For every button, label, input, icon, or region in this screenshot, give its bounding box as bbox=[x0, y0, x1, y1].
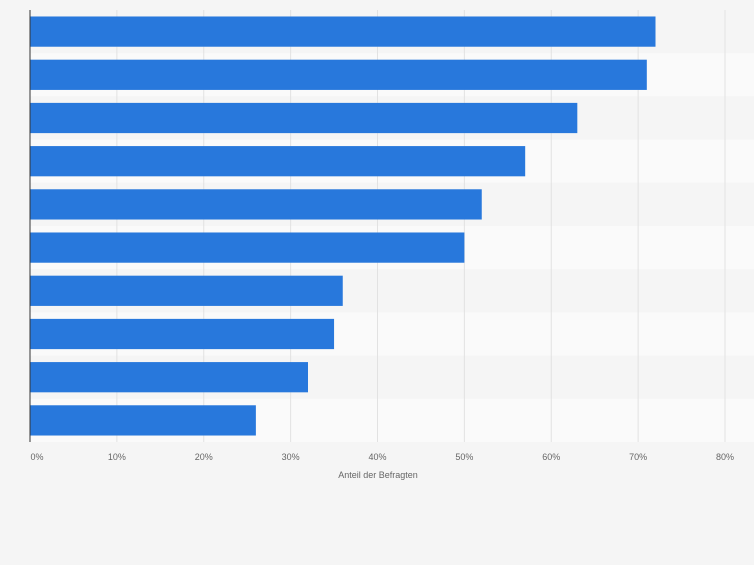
bars bbox=[30, 16, 656, 436]
x-tick-label: 20% bbox=[195, 452, 213, 462]
x-tick-label: 70% bbox=[629, 452, 647, 462]
x-axis-label: Anteil der Befragten bbox=[338, 470, 418, 480]
bar[interactable] bbox=[30, 189, 482, 220]
bar[interactable] bbox=[30, 275, 343, 306]
bar[interactable] bbox=[30, 59, 647, 90]
x-tick-label: 40% bbox=[368, 452, 386, 462]
bar[interactable] bbox=[30, 102, 578, 134]
bar[interactable] bbox=[30, 232, 465, 263]
x-tick-label: 50% bbox=[455, 452, 473, 462]
x-tick-labels: 0% 10% 20% 30% 40% 50% 60% 70% 80% bbox=[30, 452, 734, 462]
x-tick-label: 60% bbox=[542, 452, 560, 462]
bar[interactable] bbox=[30, 146, 526, 177]
x-tick-label: 0% bbox=[30, 452, 43, 462]
x-tick-label: 30% bbox=[282, 452, 300, 462]
x-tick-label: 80% bbox=[716, 452, 734, 462]
bar[interactable] bbox=[30, 405, 256, 436]
bar[interactable] bbox=[30, 362, 308, 393]
bar[interactable] bbox=[30, 16, 656, 47]
x-tick-label: 10% bbox=[108, 452, 126, 462]
bar[interactable] bbox=[30, 318, 335, 350]
